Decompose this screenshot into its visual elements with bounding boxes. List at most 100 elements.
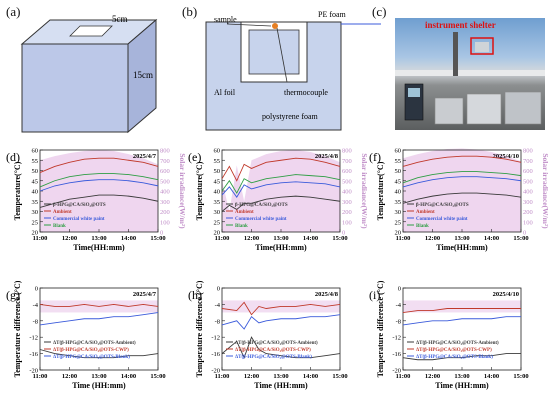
y2-tick-label: 700 — [523, 158, 533, 165]
chart-1: 2025303540455055600100200300400500600700… — [188, 148, 369, 253]
y-tick-label: -12 — [29, 335, 38, 342]
y-tick-label: -8 — [215, 318, 220, 325]
y-tick-label: 0 — [398, 286, 401, 293]
legend-entry: ΔT(β-HPG@CA/SiO₂@OTS-CWP) — [235, 348, 311, 353]
y2-axis-label: Solar irradiance(W/m²) — [360, 153, 369, 229]
series-line-sample — [402, 192, 522, 204]
x-tick-label: 15:00 — [332, 373, 347, 380]
field-photo — [395, 18, 545, 130]
y-tick-label: 30 — [214, 209, 221, 216]
y-tick-label: 50 — [395, 168, 402, 175]
y-tick-label: -4 — [33, 302, 39, 309]
y2-tick-label: 500 — [160, 178, 170, 185]
y-tick-label: 35 — [214, 199, 221, 206]
x-tick-label: 12:00 — [62, 235, 77, 242]
series-line-sample — [402, 353, 521, 361]
y2-tick-label: 300 — [160, 199, 170, 206]
y-tick-label: -8 — [33, 318, 38, 325]
legend-entry: ΔT(β-HPG@CA/SiO₂@OTS-Blank) — [235, 355, 312, 360]
legend-entry: Commercial white paint — [416, 217, 468, 222]
y2-tick-label: 100 — [342, 219, 352, 226]
series-line-ambient — [402, 155, 522, 167]
y-tick-label: 55 — [395, 158, 402, 165]
panel-label: (f) — [369, 150, 381, 164]
x-axis-label: Time(HH:mm) — [73, 243, 125, 252]
y-tick-label: 40 — [32, 189, 39, 196]
y2-tick-label: 600 — [160, 168, 170, 175]
y-tick-label: 45 — [214, 178, 221, 185]
legend-entry: Blank — [53, 224, 66, 229]
y-axis-label: Temperature(°C) — [376, 161, 385, 220]
legend-entry: Blank — [235, 224, 248, 229]
x-tick-label: 15:00 — [513, 235, 528, 242]
y-tick-label: -12 — [211, 335, 220, 342]
legend-entry: ΔT(β-HPG@CA/SiO₂@OTS-CWP) — [53, 348, 129, 353]
legend-entry: ΔT(β-HPG@CA/SiO₂@OTS-Ambient) — [416, 341, 499, 346]
x-tick-label: 15:00 — [332, 235, 347, 242]
label-instrument-shelter: instrument shelter — [425, 20, 496, 30]
x-tick-label: 13:00 — [91, 373, 106, 380]
chart-2: 2025303540455055600100200300400500600700… — [369, 148, 550, 253]
y2-tick-label: 100 — [160, 219, 170, 226]
legend-entry: Commercial white paint — [235, 217, 287, 222]
series-line-cwp — [39, 312, 159, 326]
date-label: 2025/4/7 — [133, 153, 157, 160]
series-line-sample — [221, 195, 341, 212]
y2-tick-label: 400 — [160, 189, 170, 196]
y2-tick-label: 600 — [523, 168, 533, 175]
date-label: 2025/4/10 — [493, 291, 519, 298]
legend-entry: ΔT(β-HPG@CA/SiO₂@OTS-Ambient) — [235, 341, 318, 346]
x-tick-label: 15:00 — [513, 373, 528, 380]
y2-tick-label: 200 — [160, 209, 170, 216]
y-tick-label: -16 — [392, 351, 401, 358]
y-tick-label: 30 — [395, 209, 402, 216]
series-line-sample — [39, 194, 159, 208]
panel-a-label: (a) — [6, 4, 21, 19]
series-line-blank — [39, 173, 159, 188]
y-tick-label: -20 — [392, 368, 401, 375]
legend-entry: ΔT(β-HPG@CA/SiO₂@OTS-Blank) — [53, 355, 130, 360]
label-sample: sample — [214, 15, 237, 24]
date-label: 2025/4/8 — [315, 291, 339, 298]
y-axis-label: Temperature difference (°C) — [13, 280, 22, 377]
chart-4: -20 -16 -12 -8 -4 0 11:00 12:00 13:00 14:00 15:00 T… — [188, 280, 348, 390]
x-tick-label: 14:00 — [121, 373, 136, 380]
y-tick-label: 50 — [214, 168, 221, 175]
photo-scene — [395, 32, 545, 125]
y2-tick-label: 300 — [523, 199, 533, 206]
y-tick-label: -16 — [29, 351, 38, 358]
y-tick-label: 40 — [214, 189, 221, 196]
y-tick-label: -8 — [396, 318, 401, 325]
legend-entry: Commercial white paint — [53, 217, 105, 222]
label-al-foil: Al foil — [214, 88, 236, 97]
x-tick-label: 13:00 — [273, 235, 288, 242]
x-tick-label: 14:00 — [303, 235, 318, 242]
x-tick-label: 12:00 — [244, 235, 259, 242]
series-line-cwp — [402, 176, 522, 188]
irradiance-area — [222, 150, 340, 232]
panel-label: (d) — [6, 150, 20, 164]
legend-entry: β-HPG@CA/SiO₂@OTS — [416, 203, 469, 208]
chart-0: 2025303540455055600100200300400500600700… — [6, 148, 187, 253]
date-label: 2025/4/7 — [133, 291, 157, 298]
legend-entry: Blank — [416, 224, 429, 229]
y-tick-label: 50 — [32, 168, 39, 175]
x-tick-label: 13:00 — [273, 373, 288, 380]
x-tick-label: 14:00 — [484, 373, 499, 380]
date-label: 2025/4/10 — [493, 153, 519, 160]
cube-diagram — [20, 18, 158, 134]
y-tick-label: -12 — [392, 335, 401, 342]
chart-3: -20 -16 -12 -8 -4 0 11:00 12:00 13:00 14:00 15:00 T… — [6, 280, 166, 390]
y2-tick-label: 800 — [342, 148, 352, 155]
y-tick-label: 35 — [32, 199, 39, 206]
x-tick-label: 12:00 — [62, 373, 77, 380]
y2-tick-label: 700 — [160, 158, 170, 165]
x-tick-label: 13:00 — [454, 235, 469, 242]
chart-5: -20 -16 -12 -8 -4 0 11:00 12:00 13:00 14:00 15:00 T… — [369, 280, 529, 390]
y2-tick-label: 800 — [160, 148, 170, 155]
series-line-sample — [221, 336, 341, 359]
y-axis-label: Temperature(°C) — [195, 161, 204, 220]
cross-section-diagram — [205, 21, 381, 131]
y-tick-label: 60 — [214, 148, 221, 155]
